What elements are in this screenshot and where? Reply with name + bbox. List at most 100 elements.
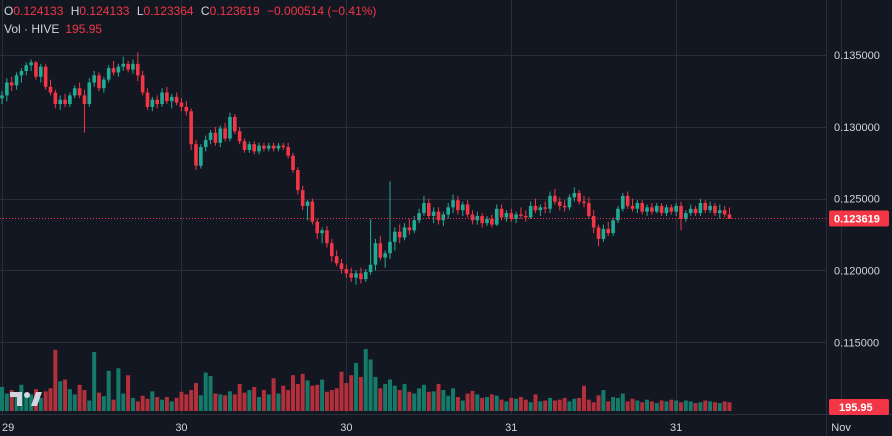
volume-bar	[397, 390, 402, 411]
candle-body	[155, 99, 159, 105]
volume-bar	[659, 400, 664, 411]
volume-bar	[247, 390, 252, 411]
y-tick-label: 0.120000	[834, 265, 880, 277]
volume-bar	[184, 394, 189, 411]
candle-body	[577, 193, 581, 202]
candle-body	[460, 204, 465, 211]
volume-bar	[489, 394, 494, 411]
candle-body	[199, 147, 203, 166]
candle-body	[431, 211, 436, 216]
last-price-badge	[829, 210, 889, 227]
volume-bar	[87, 400, 92, 411]
legend-low-value: 0.123364	[143, 4, 194, 18]
volume-bar	[436, 383, 441, 411]
volume-bar	[164, 397, 169, 411]
volume-bar	[683, 400, 688, 411]
candle-body	[504, 213, 509, 218]
volume-bar	[514, 398, 519, 411]
volume-bar	[227, 391, 232, 411]
volume-bar	[499, 399, 504, 411]
volume-bar	[480, 397, 485, 411]
candle-body	[233, 116, 237, 132]
candle-body	[427, 203, 431, 216]
legend-high-value: 0.124133	[79, 4, 130, 18]
candle-body	[456, 200, 460, 211]
y-tick-label: 0.115000	[834, 337, 879, 349]
volume-bar	[441, 390, 446, 411]
candle-body	[654, 205, 659, 212]
volume-bar	[567, 401, 572, 411]
volume-bar	[562, 397, 567, 411]
legend-open-value: 0.124133	[13, 4, 64, 18]
candle-body	[499, 208, 504, 218]
volume-bar	[126, 375, 131, 411]
candle-body	[140, 75, 145, 93]
candle-body	[451, 200, 455, 208]
candle-body	[524, 215, 528, 218]
volume-bar	[586, 399, 591, 411]
candle-body	[601, 228, 606, 239]
candle-body	[363, 271, 368, 280]
candle-body	[606, 228, 611, 234]
volume-bar	[135, 401, 140, 411]
candle-body	[378, 243, 383, 258]
volume-bar	[198, 395, 203, 411]
volume-bar	[504, 401, 509, 411]
candle-body	[252, 144, 256, 152]
candle-body	[533, 205, 538, 211]
candle-body	[271, 145, 276, 149]
tradingview-logo-icon[interactable]	[10, 390, 42, 408]
volume-bar	[669, 399, 674, 411]
candle-body	[150, 99, 155, 107]
volume-bar	[475, 394, 480, 411]
volume-bar	[257, 397, 262, 411]
volume-bar	[446, 395, 451, 411]
volume-bar	[722, 401, 727, 411]
candle-body	[106, 68, 111, 80]
volume-bar	[101, 396, 106, 411]
candle-body	[582, 201, 586, 204]
volume-bar	[518, 397, 523, 411]
candle-body	[703, 203, 708, 211]
candle-body	[412, 220, 417, 231]
candle-body	[203, 139, 208, 148]
volume-bar	[160, 399, 165, 411]
volume-bar	[451, 388, 456, 411]
candle-body	[179, 102, 184, 107]
candle-body	[48, 86, 53, 93]
candle-body	[630, 205, 635, 209]
y-tick-label: 0.135000	[834, 50, 880, 62]
candle-body	[562, 205, 567, 208]
legend-close-value: 0.123619	[209, 4, 260, 18]
volume-bar	[494, 395, 499, 411]
candle-body	[266, 145, 271, 149]
volume-bar	[203, 372, 208, 411]
volume-bar	[455, 397, 460, 411]
candle-body	[417, 213, 421, 221]
volume-bar	[601, 390, 606, 411]
volume-bar	[38, 397, 43, 411]
x-tick-label: Nov	[831, 422, 851, 434]
candle-body	[567, 197, 572, 208]
candle-body	[650, 207, 654, 212]
volume-bar	[533, 394, 538, 411]
candle-body	[208, 132, 213, 140]
volume-bar	[155, 397, 160, 411]
volume-legend-title: Vol · HIVE	[4, 22, 60, 36]
candle-body	[14, 75, 19, 86]
volume-bar	[310, 385, 315, 411]
volume-bar	[407, 391, 412, 411]
candle-body	[490, 218, 494, 225]
candle-body	[596, 227, 601, 239]
volume-bar	[145, 398, 150, 411]
candle-body	[281, 145, 286, 148]
last-price-label: 0.123619	[834, 214, 880, 226]
volume-bar	[116, 368, 121, 411]
volume-bar	[0, 386, 4, 411]
candle-body	[543, 207, 547, 209]
volume-bar	[232, 394, 237, 411]
volume-bar	[363, 349, 368, 411]
volume-bar	[130, 397, 135, 411]
